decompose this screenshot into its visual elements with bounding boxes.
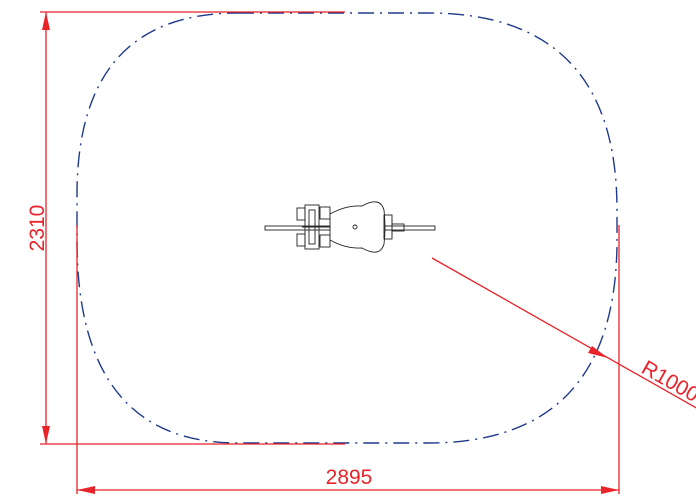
height-label: 2310 (26, 205, 49, 252)
equipment-left-block-bottom (296, 233, 306, 247)
height-arrow-bottom (42, 426, 50, 444)
equipment-left-block-top (296, 207, 306, 221)
equipment-pedal-bottom (319, 234, 331, 248)
width-dimension: 2895 (76, 225, 620, 494)
equipment-seat (329, 201, 386, 253)
radius-arrow (588, 346, 608, 358)
safety-zone-outline (76, 12, 618, 444)
height-dimension: 2310 (26, 11, 345, 445)
radius-leader-line (431, 257, 696, 409)
equipment-pedal-top (319, 206, 331, 220)
radius-dimension: R1000 (431, 257, 696, 409)
equipment-seat-bolt (352, 224, 358, 230)
width-arrow-left (77, 486, 95, 494)
width-label: 2895 (326, 466, 373, 489)
width-arrow-right (601, 486, 619, 494)
equipment-top-view (264, 201, 436, 253)
radius-label: R1000 (638, 356, 696, 406)
height-arrow-top (42, 12, 50, 30)
equipment-handle-grip (391, 223, 405, 232)
